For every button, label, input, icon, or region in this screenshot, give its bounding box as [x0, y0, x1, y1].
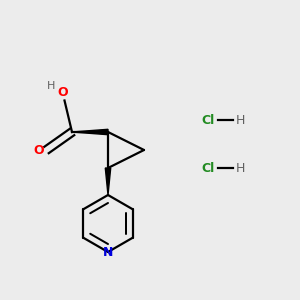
Text: H: H: [236, 113, 245, 127]
Polygon shape: [105, 168, 111, 195]
Polygon shape: [72, 129, 108, 135]
Text: O: O: [58, 86, 68, 100]
Text: N: N: [103, 245, 113, 259]
Text: Cl: Cl: [201, 161, 214, 175]
Text: O: O: [34, 143, 44, 157]
Text: H: H: [236, 161, 245, 175]
Text: H: H: [47, 81, 55, 92]
Text: Cl: Cl: [201, 113, 214, 127]
